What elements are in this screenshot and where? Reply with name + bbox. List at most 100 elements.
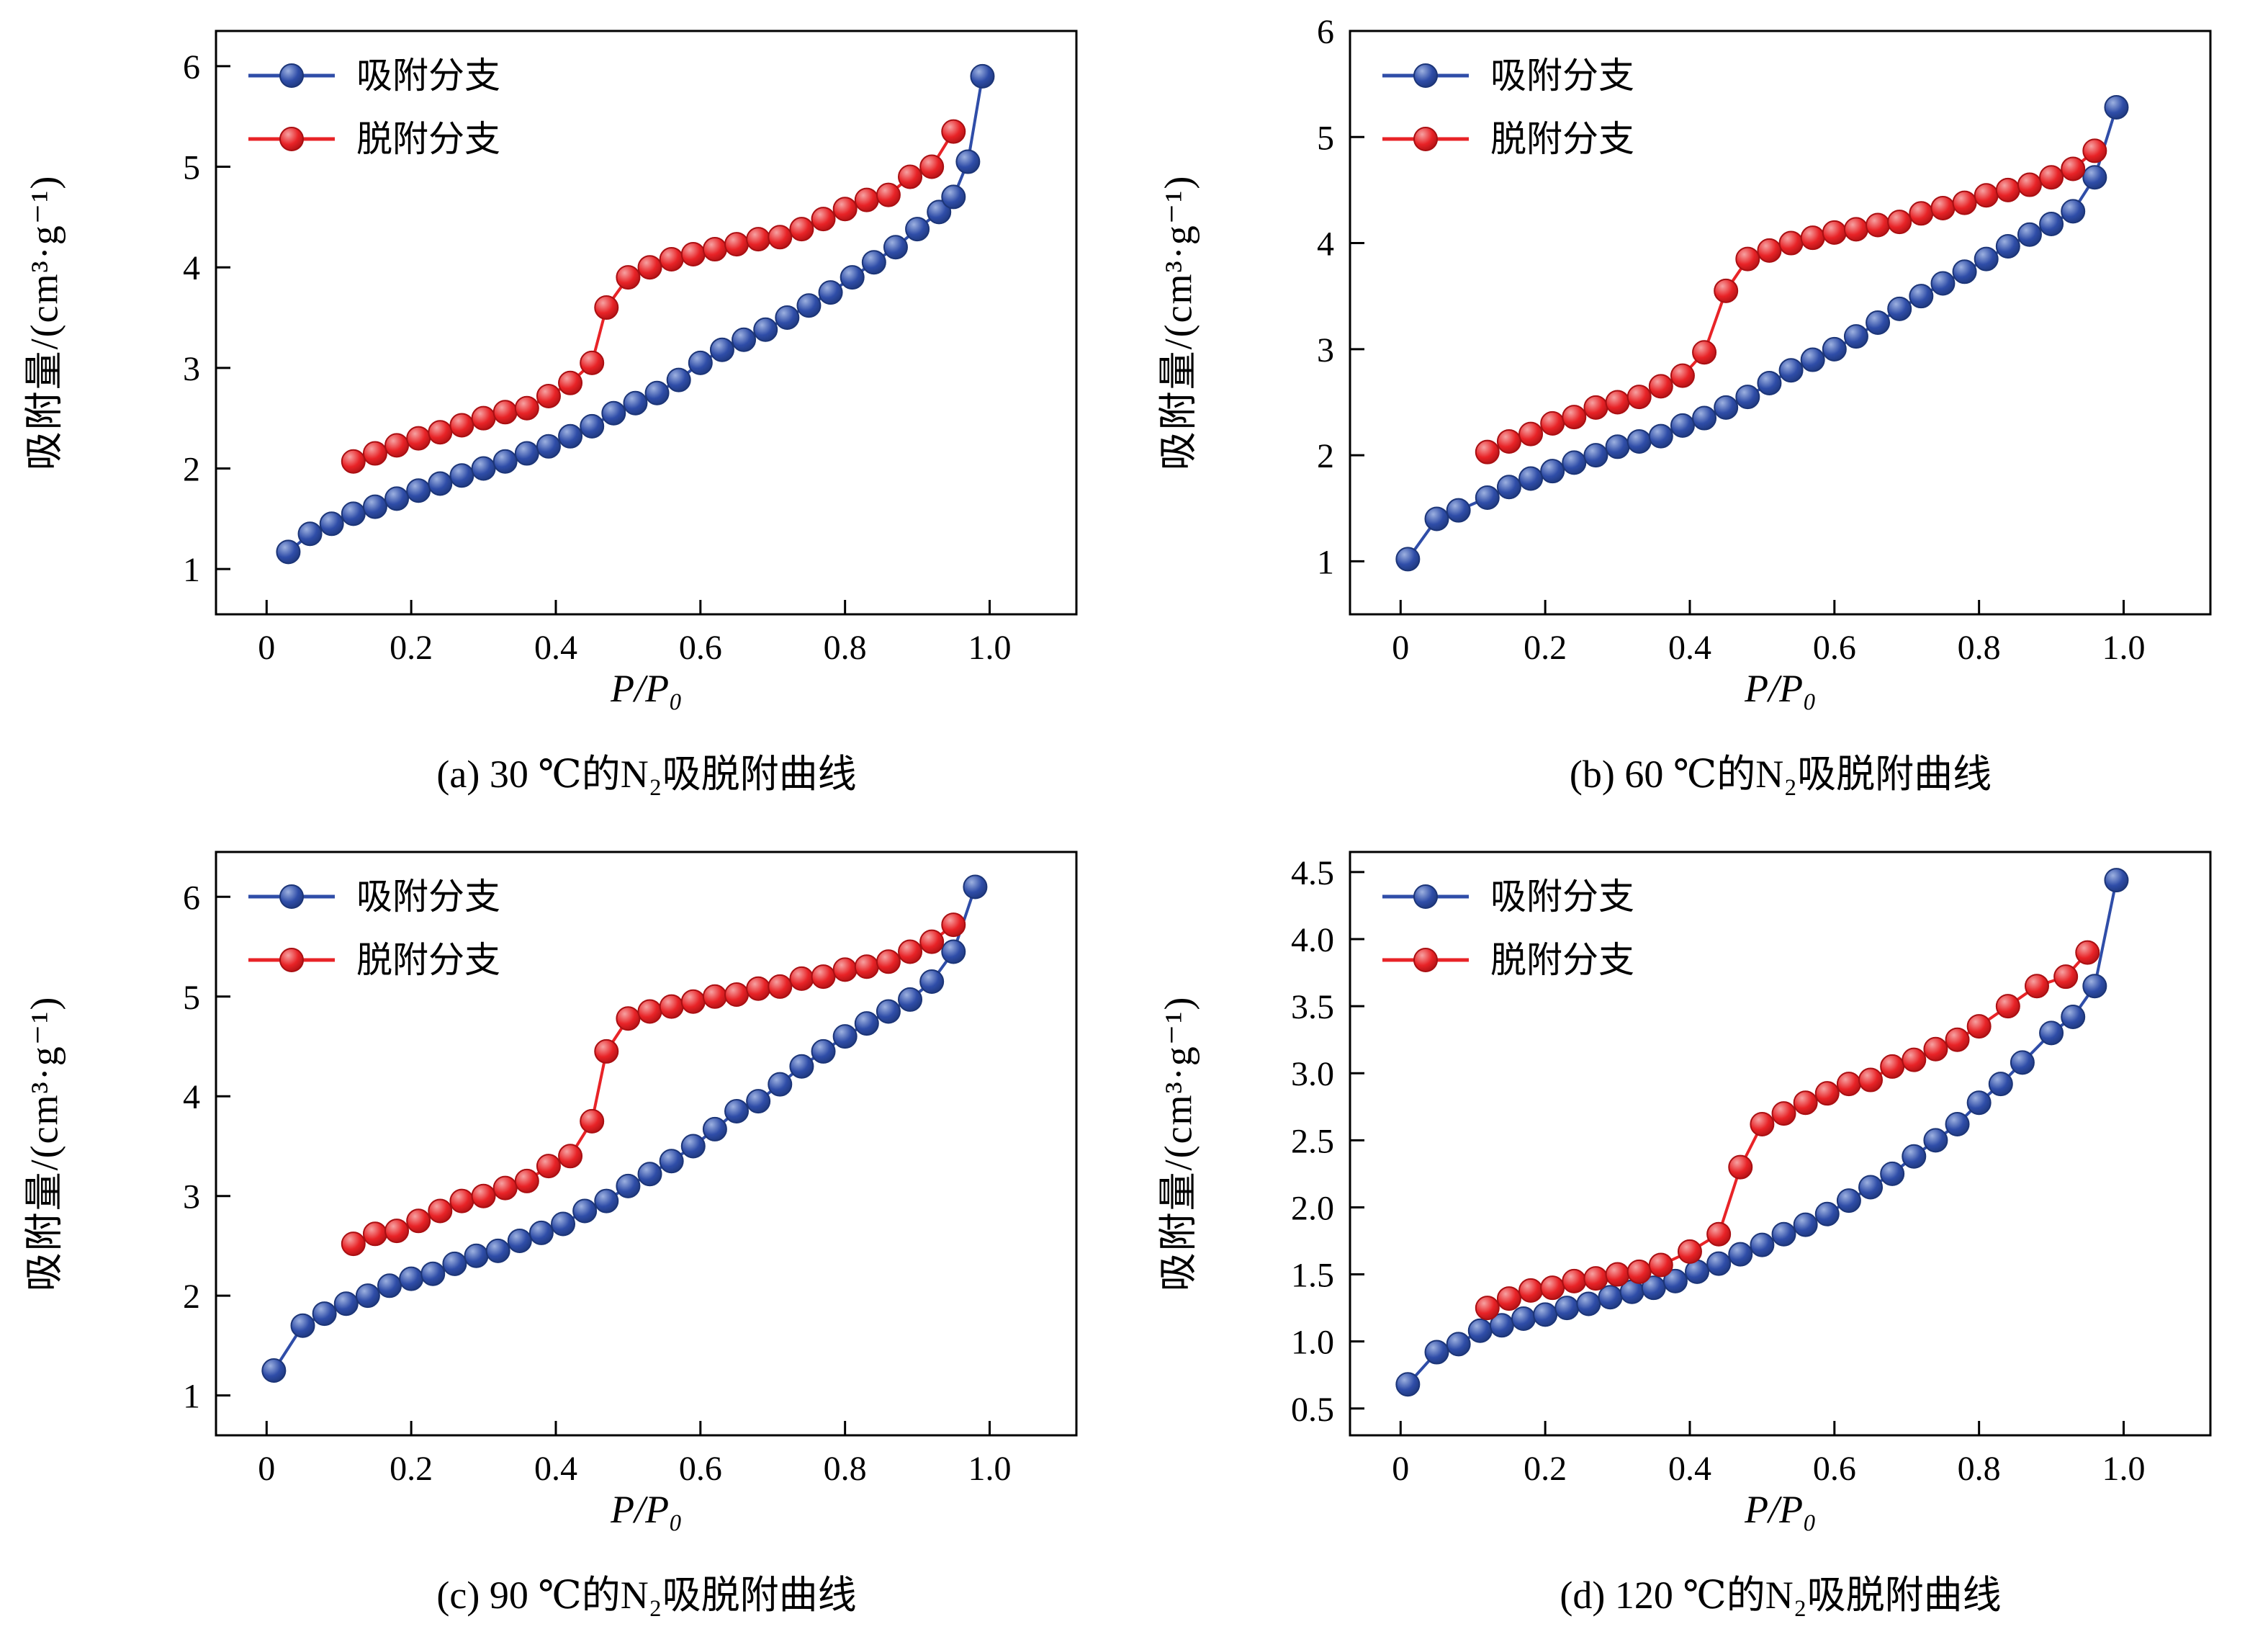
data-point	[362, 441, 387, 466]
data-point	[1952, 190, 1977, 215]
data-point	[1866, 212, 1891, 238]
data-point	[1605, 1262, 1630, 1287]
data-point	[1562, 450, 1587, 475]
data-point	[1626, 385, 1652, 410]
data-point	[876, 999, 901, 1024]
data-point	[1930, 271, 1956, 296]
legend-marker	[279, 884, 304, 909]
legend-label: 脱附分支	[356, 940, 500, 980]
x-tick-label: 1.0	[968, 1450, 1011, 1488]
data-point	[919, 969, 945, 994]
data-point	[1909, 201, 1934, 226]
y-tick-label: 1	[183, 1378, 200, 1416]
data-point	[623, 390, 648, 416]
data-point	[384, 433, 410, 458]
data-point	[1670, 363, 1695, 388]
data-point	[616, 265, 641, 290]
chart-caption-c: (c) 90 ℃的N₂吸脱附曲线	[436, 1574, 857, 1617]
legend-marker	[1413, 127, 1438, 151]
data-point	[1475, 1296, 1500, 1321]
data-point	[637, 999, 662, 1024]
data-point	[811, 964, 836, 990]
data-point	[876, 949, 901, 974]
data-point	[1605, 434, 1630, 459]
data-point	[2061, 156, 2086, 181]
data-point	[1930, 195, 1956, 220]
data-point	[1750, 1112, 1775, 1136]
data-point	[1706, 1221, 1732, 1247]
data-point	[919, 929, 945, 954]
data-point	[1793, 1090, 1818, 1116]
data-point	[1540, 410, 1565, 436]
data-point	[854, 954, 879, 979]
legend-label: 吸附分支	[1490, 876, 1634, 917]
data-point	[406, 478, 431, 503]
y-tick-label: 4.0	[1291, 921, 1334, 959]
data-point	[659, 247, 684, 272]
y-tick-label: 1	[1317, 543, 1334, 581]
data-point	[580, 1108, 605, 1134]
data-point	[941, 912, 966, 938]
data-point	[2010, 1050, 2035, 1075]
data-point	[1446, 1332, 1471, 1357]
data-point	[2104, 868, 2129, 893]
x-tick-label: 1.0	[2102, 1450, 2145, 1488]
data-point	[753, 317, 778, 342]
data-point	[840, 265, 865, 290]
data-point	[2039, 1020, 2064, 1046]
data-point	[442, 1251, 467, 1276]
x-tick-label: 1.0	[968, 629, 1011, 667]
data-point	[384, 486, 410, 511]
y-tick-label: 4	[183, 1078, 200, 1116]
x-tick-label: 0.2	[1524, 629, 1567, 667]
data-point	[1677, 1239, 1702, 1264]
data-point	[659, 994, 684, 1019]
y-tick-label: 3.5	[1291, 988, 1334, 1026]
x-axis-label: P/P₀	[1745, 1488, 1817, 1531]
data-point	[1714, 395, 1739, 420]
data-point	[659, 1149, 684, 1174]
data-point	[876, 182, 901, 207]
data-point	[1424, 506, 1449, 531]
chart-panel-d: 吸附量/(cm³·g⁻¹) 0 0.2 0.4 0.6 0.8 1.0 0.5 1.0 1.5 2…	[1134, 821, 2268, 1642]
data-point	[941, 119, 966, 144]
data-point	[616, 1173, 641, 1198]
legend-marker	[1413, 63, 1438, 88]
y-tick-label: 1.0	[1291, 1324, 1334, 1362]
y-tick-label: 6	[1317, 13, 1334, 51]
data-point	[514, 1168, 539, 1193]
data-point	[818, 280, 843, 305]
y-tick-label: 3.0	[1291, 1055, 1334, 1093]
data-point	[2061, 199, 2086, 224]
data-point	[768, 974, 793, 999]
x-tick-label: 0	[258, 1450, 275, 1488]
data-point	[1714, 278, 1739, 303]
data-point	[1887, 210, 1912, 235]
y-tick-label: 1.5	[1291, 1257, 1334, 1295]
legend-label: 脱附分支	[1490, 940, 1634, 980]
data-point	[1540, 459, 1565, 484]
data-point	[768, 1072, 793, 1097]
chart-panel-b: 吸附量/(cm³·g⁻¹) 0 0.2 0.4 0.6 0.8 1.0 1 2 3 4 5 6 吸附分支…	[1134, 0, 2268, 821]
data-point	[2024, 974, 2049, 999]
legend-label: 脱附分支	[1490, 119, 1634, 159]
data-point	[514, 395, 539, 421]
data-point	[724, 982, 750, 1007]
data-point	[558, 423, 583, 449]
data-point	[1880, 1161, 1905, 1186]
data-point	[536, 1154, 561, 1179]
data-point	[319, 511, 344, 537]
data-point	[1995, 233, 2020, 259]
chart-caption-b: (b) 60 ℃的N₂吸脱附曲线	[1569, 753, 1992, 796]
legend-marker	[1413, 948, 1438, 972]
data-point	[1735, 385, 1760, 410]
y-tick-label: 5	[183, 149, 200, 187]
plot-border	[215, 30, 1078, 616]
data-point	[1771, 1101, 1796, 1126]
data-point	[789, 966, 814, 991]
data-point	[963, 874, 988, 899]
data-point	[1778, 230, 1804, 256]
data-point	[2017, 222, 2042, 247]
data-point	[1793, 1212, 1818, 1237]
data-point	[898, 164, 923, 189]
